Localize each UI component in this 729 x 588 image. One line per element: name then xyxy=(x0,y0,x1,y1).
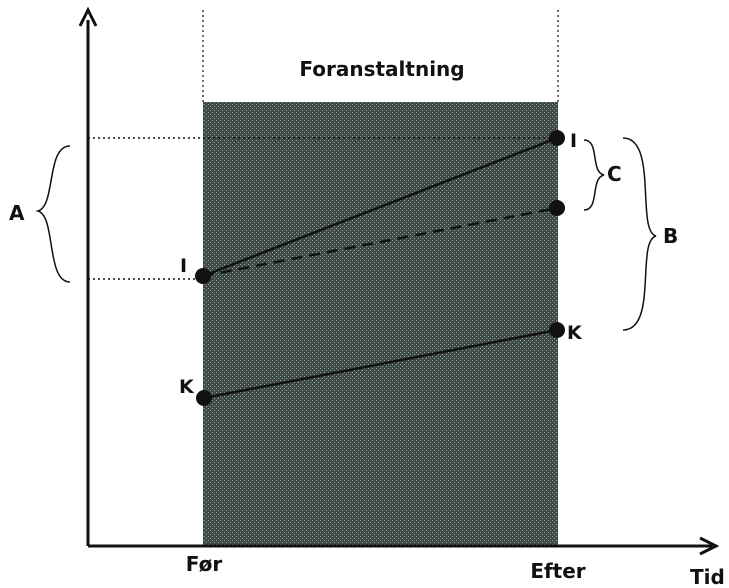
x-axis-arrowhead xyxy=(699,536,720,556)
counterfactual-line xyxy=(202,206,558,278)
control-before-label: K xyxy=(179,376,195,398)
control-before-point xyxy=(196,390,212,406)
control-after-label: K xyxy=(567,322,583,344)
intervention-period-region xyxy=(203,102,558,546)
brace-a-label: A xyxy=(9,201,25,225)
intervention-before-label: I xyxy=(180,255,187,277)
control-line xyxy=(203,328,558,400)
brace-c xyxy=(583,139,605,211)
brace-b-label: B xyxy=(663,224,678,248)
y-axis-arrowhead xyxy=(78,6,98,27)
intervention-before-point xyxy=(195,268,211,284)
intervention-after-label: I xyxy=(570,130,577,152)
intervention-after-point xyxy=(549,130,565,146)
intervention-line xyxy=(202,136,558,278)
x-tick-after: Efter xyxy=(530,559,585,583)
counterfactual-point xyxy=(549,200,565,216)
diagram-title: Foranstaltning xyxy=(299,57,464,81)
x-axis-label: Tid xyxy=(690,565,725,588)
control-after-point xyxy=(549,322,565,338)
brace-b xyxy=(622,137,657,331)
x-tick-before: Før xyxy=(186,552,223,576)
brace-a xyxy=(35,145,71,283)
brace-c-label: C xyxy=(607,162,622,186)
